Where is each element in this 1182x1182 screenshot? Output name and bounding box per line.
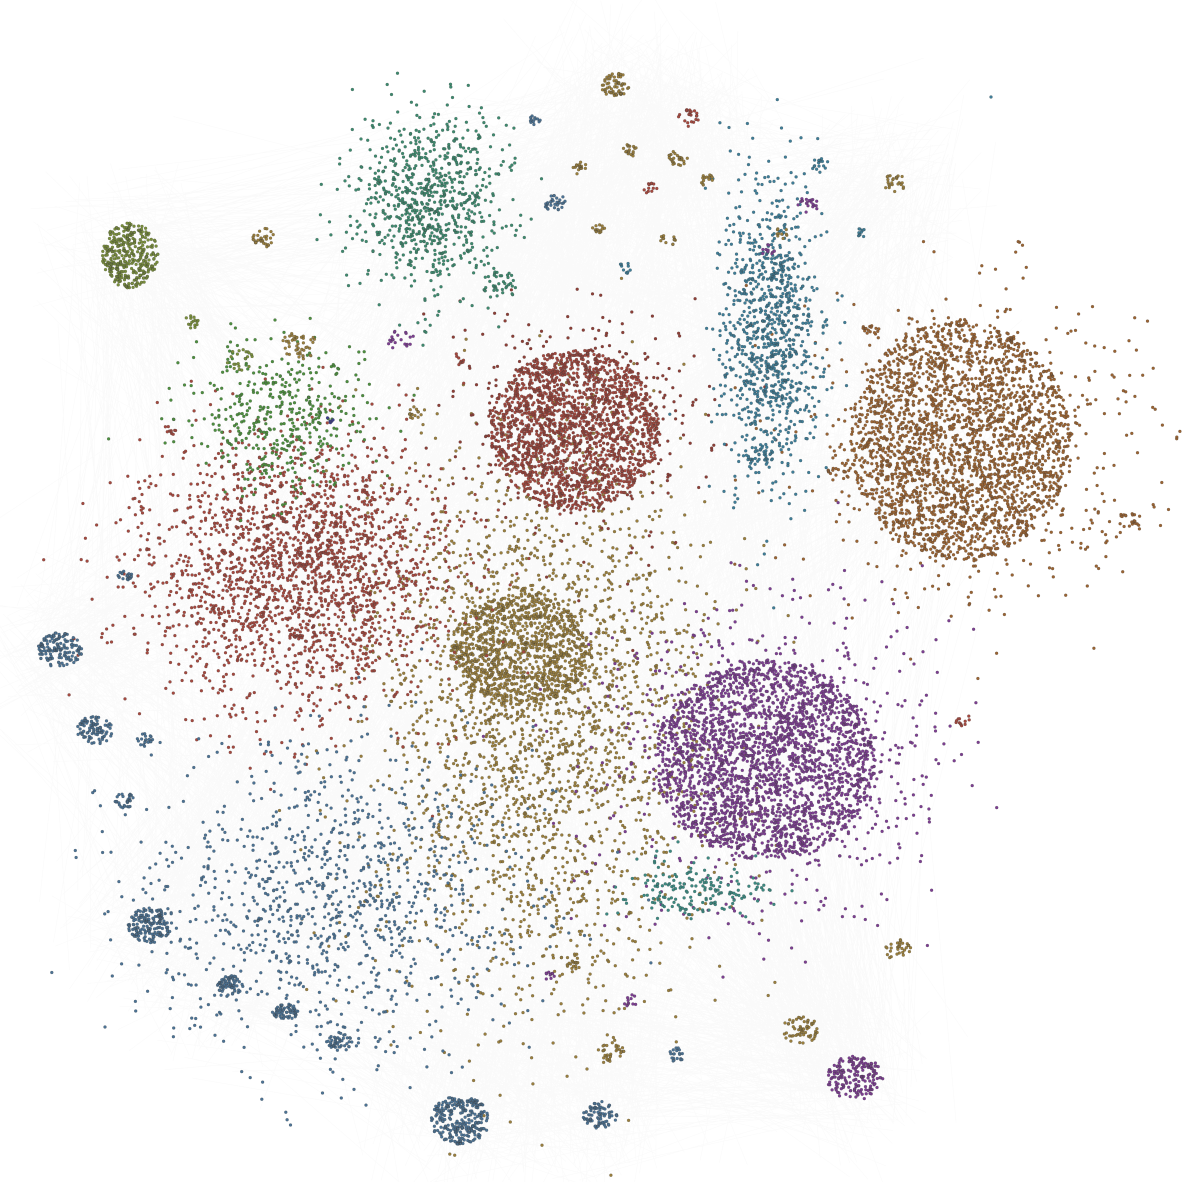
satellite-cluster-41: [811, 157, 830, 174]
cluster-teal-blue: [668, 97, 849, 610]
cluster-green: [106, 316, 416, 523]
satellite-cluster-48: [325, 416, 335, 425]
cluster-red-left: [42, 352, 562, 818]
satellite-cluster-6: [581, 1099, 619, 1130]
satellite-cluster-43: [618, 261, 632, 275]
satellite-cluster-38: [544, 970, 556, 981]
isolated-node: [989, 95, 993, 99]
satellite-cluster-5: [429, 1096, 490, 1146]
satellite-cluster-45: [482, 270, 518, 299]
satellite-cluster-21: [281, 331, 317, 361]
satellite-cluster-42: [856, 227, 866, 239]
satellite-cluster-33: [455, 354, 466, 367]
satellite-cluster-24: [601, 1041, 626, 1063]
satellite-cluster-39: [386, 329, 415, 350]
satellite-cluster-2: [126, 906, 174, 945]
satellite-cluster-13: [116, 569, 134, 582]
satellite-cluster-25: [590, 223, 607, 235]
satellite-cluster-1: [76, 715, 114, 746]
satellite-cluster-35: [826, 1054, 885, 1101]
satellite-cluster-50: [826, 461, 852, 481]
cluster-red-center-halo: [411, 287, 778, 653]
satellite-cluster-23: [884, 938, 913, 960]
satellite-cluster-18: [699, 173, 714, 187]
satellite-cluster-19: [884, 174, 906, 194]
cluster-purple-halo: [481, 500, 999, 979]
cluster-olive-center: [277, 276, 803, 1177]
edges: [0, 0, 1062, 1182]
cluster-brown-right-halo: [733, 239, 1182, 681]
satellite-cluster-16: [621, 143, 638, 158]
satellite-cluster-17: [571, 160, 588, 176]
satellite-cluster-22: [782, 1015, 819, 1045]
satellite-cluster-30: [676, 108, 700, 128]
satellite-cluster-40: [761, 243, 776, 256]
satellite-cluster-27: [659, 234, 677, 247]
satellite-cluster-29: [775, 227, 789, 241]
cluster-teal-lower: [605, 840, 794, 921]
edges-layer: [0, 0, 1062, 1182]
satellite-cluster-44: [744, 443, 775, 466]
satellite-cluster-15: [667, 149, 689, 168]
cluster-olive-green: [100, 221, 160, 290]
satellite-cluster-12: [668, 1046, 684, 1063]
satellite-cluster-31: [642, 181, 659, 195]
satellite-cluster-26: [407, 405, 427, 420]
satellite-cluster-10: [543, 193, 567, 212]
satellite-cluster-34: [163, 424, 178, 436]
edge-bundle: [0, 0, 1062, 1182]
satellite-cluster-7: [326, 1030, 354, 1052]
nodes-layer: [36, 71, 1182, 1177]
satellite-cluster-3: [215, 974, 245, 997]
satellite-cluster-14: [600, 71, 631, 98]
satellite-cluster-11: [528, 114, 542, 127]
cluster-sea-green: [315, 71, 544, 347]
satellite-cluster-4: [272, 1002, 298, 1021]
satellite-cluster-49: [861, 324, 881, 335]
satellite-cluster-20: [251, 226, 275, 249]
satellite-cluster-9: [135, 732, 155, 748]
cluster-olive-core: [449, 594, 592, 707]
satellite-cluster-8: [113, 792, 135, 810]
satellite-cluster-46: [184, 314, 200, 330]
cluster-brown-right: [849, 320, 1072, 561]
satellite-cluster-51: [1118, 512, 1142, 529]
satellite-cluster-32: [954, 714, 971, 728]
satellite-cluster-0: [36, 631, 84, 668]
satellite-cluster-47: [225, 348, 254, 372]
satellite-cluster-37: [622, 993, 638, 1008]
cluster-red-center: [489, 348, 662, 512]
satellite-cluster-36: [796, 197, 819, 214]
satellite-cluster-28: [565, 952, 581, 971]
